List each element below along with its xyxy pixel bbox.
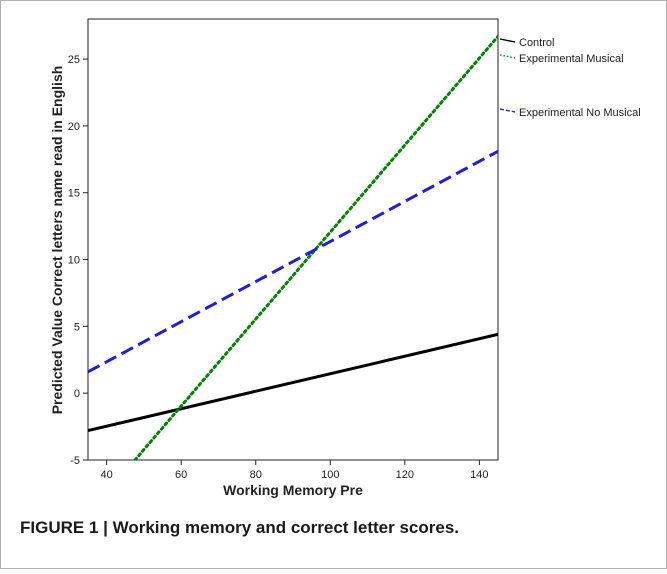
x-tick-label-5: 140 bbox=[470, 469, 488, 481]
plot-area bbox=[87, 18, 499, 461]
x-axis-title: Working Memory Pre bbox=[223, 482, 363, 498]
y-tick-label-0: -5 bbox=[70, 455, 80, 467]
y-tick-label-3: 10 bbox=[68, 255, 80, 267]
legend-label-1: Experimental Musical bbox=[519, 53, 624, 65]
x-tick-label-1: 60 bbox=[175, 469, 187, 481]
figure-caption: FIGURE 1 | Working memory and correct le… bbox=[20, 518, 460, 537]
legend-swatch-0 bbox=[499, 38, 516, 43]
y-tick-label-4: 15 bbox=[68, 188, 80, 200]
y-tick-label-6: 25 bbox=[68, 54, 80, 66]
y-tick-label-1: 0 bbox=[74, 388, 80, 400]
legend-swatch-1 bbox=[499, 54, 516, 59]
legend-label-2: Experimental No Musical bbox=[519, 107, 641, 119]
x-tick-label-0: 40 bbox=[101, 469, 113, 481]
series-line-control bbox=[88, 332, 498, 433]
x-tick-label-3: 100 bbox=[321, 469, 339, 481]
y-axis-title: Predicted Value Correct letters name rea… bbox=[49, 66, 65, 415]
y-tick-label-2: 5 bbox=[74, 321, 80, 333]
legend-label-0: Control bbox=[519, 37, 554, 49]
series-line-experimental-no-musical bbox=[88, 149, 498, 374]
y-tick-label-5: 20 bbox=[68, 121, 80, 133]
x-tick-label-2: 80 bbox=[250, 469, 262, 481]
legend-swatch-2 bbox=[499, 108, 516, 113]
x-tick-label-4: 120 bbox=[396, 469, 414, 481]
